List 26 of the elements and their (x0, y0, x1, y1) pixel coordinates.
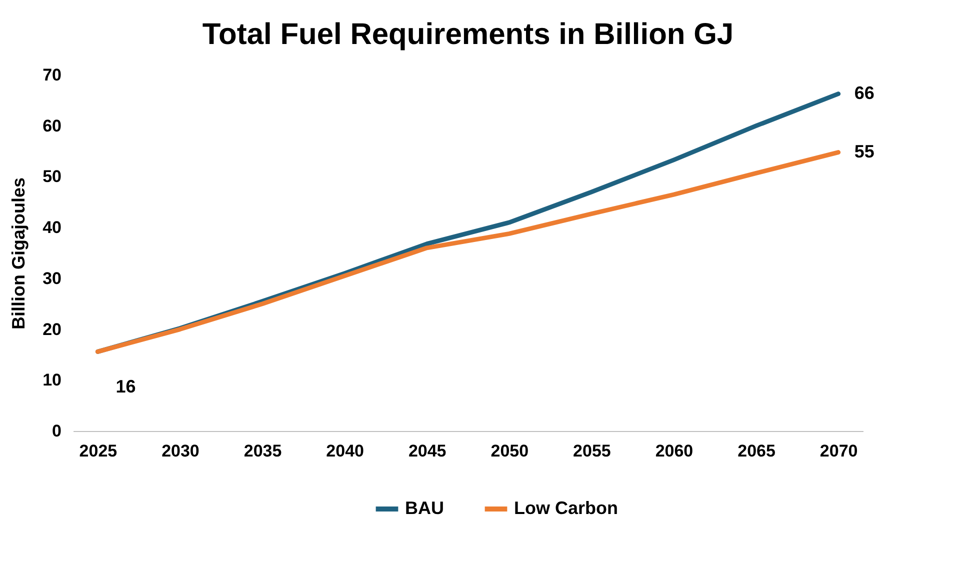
x-tick-label: 2065 (738, 442, 776, 460)
x-tick-label: 2045 (408, 442, 446, 460)
x-tick-label: 2040 (326, 442, 364, 460)
y-tick-label: 10 (42, 370, 62, 390)
y-tick-label: 40 (42, 218, 62, 238)
y-tick-label: 60 (42, 116, 62, 136)
x-tick-label: 2070 (820, 442, 858, 460)
x-tick-label: 2055 (573, 442, 611, 460)
y-tick-label: 0 (52, 422, 62, 440)
x-tick-label: 2050 (490, 442, 529, 460)
data-label: 16 (116, 376, 136, 397)
x-tick-label: 2030 (162, 442, 200, 460)
x-tick-label: 2035 (244, 442, 282, 460)
chart-title: Total Fuel Requirements in Billion GJ (202, 18, 734, 51)
y-tick-label: 50 (42, 167, 62, 186)
y-axis-title: Billion Gigajoules (8, 177, 29, 330)
legend-label: BAU (405, 498, 444, 518)
y-tick-label: 30 (42, 268, 62, 288)
x-tick-label: 2025 (79, 442, 118, 460)
x-tick-label: 2060 (655, 442, 694, 460)
y-tick-label: 20 (42, 320, 62, 339)
data-label: 55 (854, 141, 874, 162)
legend-label: Low Carbon (514, 498, 618, 518)
y-tick-label: 70 (42, 66, 62, 84)
data-label: 66 (854, 82, 874, 103)
line-series (95, 150, 841, 354)
